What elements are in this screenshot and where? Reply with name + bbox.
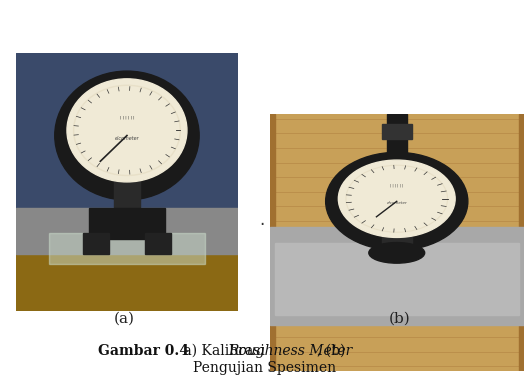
- Bar: [518, 114, 524, 371]
- Bar: [16, 213, 238, 311]
- Bar: [275, 243, 518, 315]
- Text: Roughness Meter: Roughness Meter: [229, 344, 353, 357]
- Bar: [16, 208, 238, 254]
- Ellipse shape: [326, 152, 468, 250]
- Text: elcometer: elcometer: [115, 136, 139, 141]
- Ellipse shape: [67, 79, 187, 182]
- Text: | | | | | |: | | | | | |: [390, 184, 403, 188]
- Bar: [381, 207, 412, 253]
- Bar: [49, 233, 205, 265]
- Ellipse shape: [369, 243, 425, 263]
- Bar: [270, 114, 275, 371]
- Text: elcometer: elcometer: [386, 200, 407, 205]
- Bar: [16, 53, 238, 213]
- Text: .: .: [259, 211, 264, 229]
- Text: (b): (b): [388, 312, 411, 325]
- Text: (a): (a): [114, 312, 135, 325]
- Text: Pengujian Spesimen: Pengujian Spesimen: [193, 362, 336, 375]
- Bar: [270, 227, 524, 325]
- Bar: [89, 208, 165, 239]
- Bar: [387, 114, 407, 160]
- Ellipse shape: [339, 160, 455, 237]
- Bar: [83, 233, 109, 254]
- Text: a) Kalibrasi: a) Kalibrasi: [179, 344, 269, 357]
- Bar: [145, 233, 171, 254]
- Text: | | | | | |: | | | | | |: [120, 116, 134, 119]
- Bar: [381, 124, 412, 139]
- Ellipse shape: [55, 71, 199, 200]
- Bar: [114, 149, 140, 215]
- Text: Gambar 0.4: Gambar 0.4: [98, 344, 189, 357]
- Text: , (b): , (b): [317, 344, 346, 357]
